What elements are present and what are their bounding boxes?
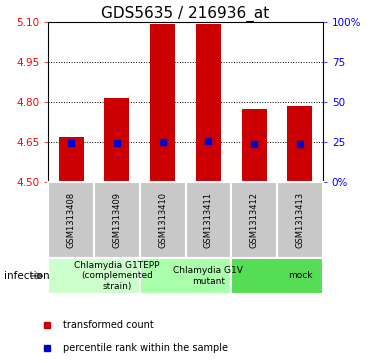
Text: GSM1313411: GSM1313411 [204, 192, 213, 248]
Text: Chlamydia G1V
mutant: Chlamydia G1V mutant [173, 266, 243, 286]
Bar [140, 182, 186, 258]
Bar [94, 182, 140, 258]
Text: infection: infection [4, 271, 49, 281]
Bar [186, 182, 231, 258]
Bar [196, 24, 221, 182]
Text: GSM1313413: GSM1313413 [295, 192, 304, 248]
Bar [140, 258, 231, 294]
Text: mock: mock [288, 272, 312, 280]
Title: GDS5635 / 216936_at: GDS5635 / 216936_at [101, 5, 270, 22]
Bar [231, 258, 323, 294]
Text: GSM1313410: GSM1313410 [158, 192, 167, 248]
Bar [242, 109, 267, 182]
Bar [287, 106, 312, 182]
Bar [59, 137, 84, 182]
Bar [231, 182, 277, 258]
Text: GSM1313408: GSM1313408 [67, 192, 76, 248]
Bar [150, 24, 175, 182]
Bar [48, 258, 140, 294]
Text: percentile rank within the sample: percentile rank within the sample [63, 343, 228, 352]
Bar [104, 98, 129, 182]
Text: GSM1313409: GSM1313409 [112, 192, 121, 248]
Text: transformed count: transformed count [63, 321, 154, 330]
Text: GSM1313412: GSM1313412 [250, 192, 259, 248]
Text: Chlamydia G1TEPP
(complemented
strain): Chlamydia G1TEPP (complemented strain) [74, 261, 160, 291]
Bar [48, 182, 94, 258]
Bar [277, 182, 323, 258]
